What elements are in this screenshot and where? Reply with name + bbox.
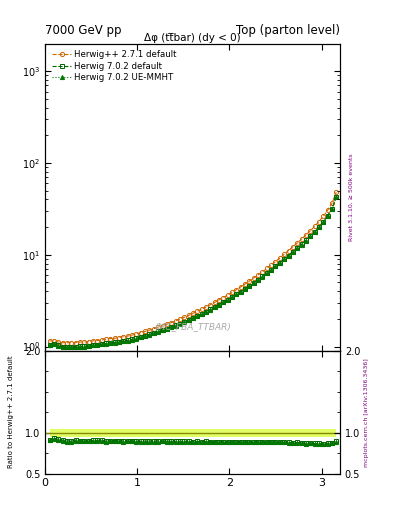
Herwig 7.0.2 UE-MMHT <box>95 342 100 348</box>
Herwig 7.0.2 UE-MMHT <box>64 344 69 350</box>
Herwig++ 2.7.1 default <box>334 189 339 195</box>
Y-axis label: mcplots.cern.ch [arXiv:1306.3436]: mcplots.cern.ch [arXiv:1306.3436] <box>364 358 369 466</box>
Herwig 7.0.2 default <box>64 344 69 350</box>
Herwig 7.0.2 default <box>269 267 274 273</box>
Herwig++ 2.7.1 default <box>269 262 274 268</box>
Herwig++ 2.7.1 default <box>169 319 174 326</box>
Legend: Herwig++ 2.7.1 default, Herwig 7.0.2 default, Herwig 7.0.2 UE-MMHT: Herwig++ 2.7.1 default, Herwig 7.0.2 def… <box>50 48 180 84</box>
Line: Herwig 7.0.2 UE-MMHT: Herwig 7.0.2 UE-MMHT <box>48 195 338 349</box>
Herwig 7.0.2 default <box>86 343 91 349</box>
Herwig 7.0.2 UE-MMHT <box>182 319 187 325</box>
Line: Herwig++ 2.7.1 default: Herwig++ 2.7.1 default <box>48 190 338 345</box>
Herwig++ 2.7.1 default <box>60 339 65 346</box>
Herwig 7.0.2 UE-MMHT <box>47 342 52 348</box>
Herwig 7.0.2 default <box>47 342 52 348</box>
Herwig 7.0.2 default <box>334 194 339 200</box>
Herwig 7.0.2 default <box>182 318 187 325</box>
Herwig 7.0.2 UE-MMHT <box>334 194 339 200</box>
Herwig 7.0.2 default <box>317 224 321 230</box>
Line: Herwig 7.0.2 default: Herwig 7.0.2 default <box>48 195 338 349</box>
Herwig 7.0.2 UE-MMHT <box>86 343 91 349</box>
Text: 7000 GeV pp: 7000 GeV pp <box>45 24 122 37</box>
Text: (MC_FBA_TTBAR): (MC_FBA_TTBAR) <box>154 322 231 331</box>
Text: Top (parton level): Top (parton level) <box>236 24 340 37</box>
Herwig 7.0.2 default <box>95 342 100 348</box>
Herwig 7.0.2 default <box>169 324 174 330</box>
Y-axis label: Rivet 3.1.10, ≥ 500k events: Rivet 3.1.10, ≥ 500k events <box>349 153 354 241</box>
Title: Δφ (tt̅bar) (dy < 0): Δφ (tt̅bar) (dy < 0) <box>144 33 241 42</box>
Herwig 7.0.2 UE-MMHT <box>269 267 274 273</box>
Y-axis label: Ratio to Herwig++ 2.7.1 default: Ratio to Herwig++ 2.7.1 default <box>8 356 14 468</box>
Herwig++ 2.7.1 default <box>182 314 187 321</box>
Herwig 7.0.2 UE-MMHT <box>169 324 174 330</box>
Herwig 7.0.2 UE-MMHT <box>317 224 321 230</box>
Herwig++ 2.7.1 default <box>47 338 52 344</box>
Herwig++ 2.7.1 default <box>317 219 321 225</box>
Herwig++ 2.7.1 default <box>86 338 91 345</box>
Herwig++ 2.7.1 default <box>95 337 100 344</box>
